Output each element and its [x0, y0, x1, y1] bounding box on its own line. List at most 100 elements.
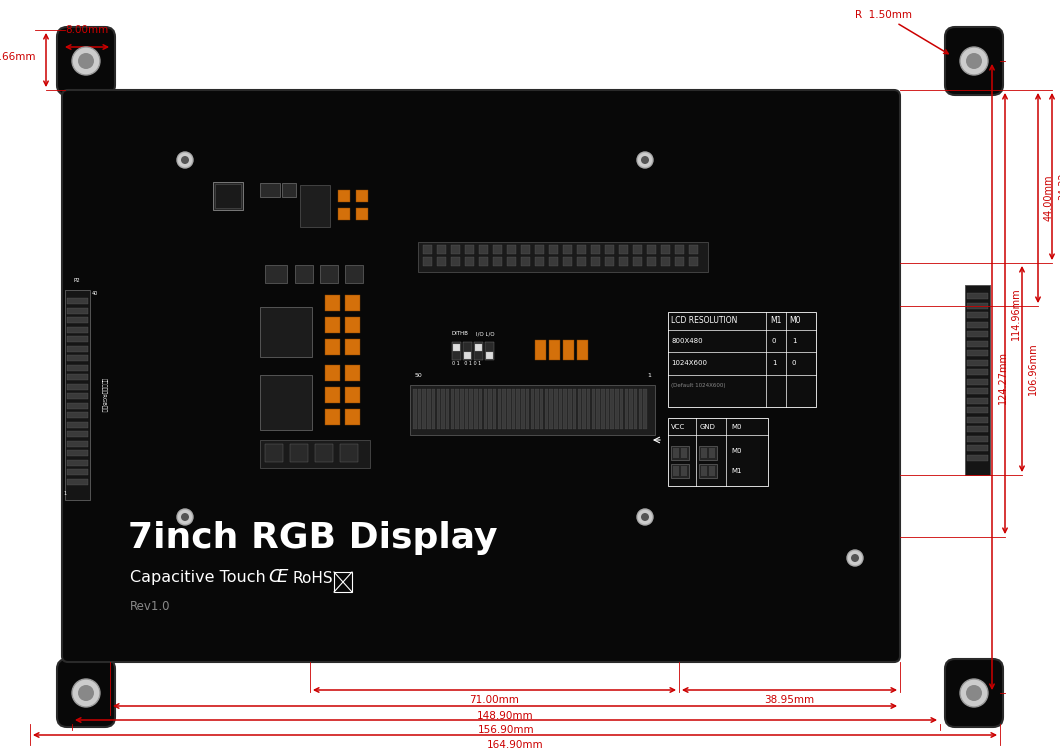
- Bar: [338, 208, 350, 220]
- Bar: [967, 398, 988, 404]
- Bar: [475, 344, 482, 351]
- Bar: [260, 375, 312, 430]
- Bar: [516, 389, 519, 429]
- Bar: [410, 385, 655, 435]
- Bar: [545, 389, 548, 429]
- Bar: [450, 245, 460, 254]
- Text: 0: 0: [772, 338, 777, 344]
- Bar: [615, 389, 619, 429]
- Bar: [265, 444, 283, 462]
- Bar: [967, 455, 988, 461]
- Circle shape: [966, 685, 982, 701]
- FancyBboxPatch shape: [57, 27, 114, 95]
- Text: M0: M0: [731, 448, 742, 454]
- Text: M0: M0: [731, 424, 742, 430]
- Text: LCD RESOLUTION: LCD RESOLUTION: [671, 316, 738, 325]
- Text: 0: 0: [957, 463, 960, 468]
- Bar: [65, 290, 90, 500]
- Text: 156.90mm: 156.90mm: [478, 725, 534, 735]
- Bar: [295, 265, 313, 283]
- Bar: [681, 448, 687, 458]
- FancyBboxPatch shape: [61, 90, 900, 662]
- Bar: [668, 418, 768, 486]
- Bar: [563, 340, 575, 360]
- Text: Capacitive Touch: Capacitive Touch: [130, 570, 266, 585]
- Text: 0: 0: [792, 360, 796, 366]
- Text: M1: M1: [731, 468, 742, 474]
- Bar: [493, 257, 502, 266]
- Bar: [597, 389, 600, 429]
- Bar: [673, 448, 679, 458]
- Bar: [67, 355, 88, 361]
- Text: 106.96mm: 106.96mm: [1028, 343, 1038, 395]
- Bar: [673, 466, 679, 476]
- Bar: [441, 389, 445, 429]
- Text: DITHB: DITHB: [452, 331, 469, 336]
- Text: 1: 1: [63, 491, 66, 496]
- Text: 7inch RGB Display: 7inch RGB Display: [128, 521, 497, 555]
- Text: C: C: [268, 568, 281, 586]
- Bar: [325, 387, 340, 403]
- Text: 1024X600: 1024X600: [671, 360, 707, 366]
- Bar: [535, 389, 538, 429]
- Text: M0: M0: [789, 316, 800, 325]
- Bar: [344, 339, 360, 355]
- Bar: [485, 342, 494, 360]
- Circle shape: [851, 554, 859, 562]
- Bar: [699, 446, 717, 460]
- Text: 40: 40: [92, 291, 99, 296]
- Bar: [619, 245, 628, 254]
- Bar: [493, 389, 496, 429]
- Bar: [423, 257, 432, 266]
- Bar: [67, 403, 88, 408]
- Bar: [344, 317, 360, 333]
- Bar: [967, 388, 988, 394]
- Bar: [647, 257, 656, 266]
- Circle shape: [966, 53, 982, 69]
- Text: P3: P3: [974, 273, 980, 278]
- Bar: [633, 245, 642, 254]
- Circle shape: [181, 156, 189, 164]
- Bar: [483, 389, 487, 429]
- Bar: [681, 466, 687, 476]
- Bar: [535, 245, 544, 254]
- Bar: [265, 265, 287, 283]
- FancyBboxPatch shape: [946, 27, 1003, 95]
- Text: 1: 1: [792, 338, 796, 344]
- Bar: [630, 389, 633, 429]
- Bar: [427, 389, 430, 429]
- Text: R  1.50mm: R 1.50mm: [855, 10, 948, 53]
- Bar: [577, 245, 586, 254]
- Text: 液晶屏并行RGB接口: 液晶屏并行RGB接口: [101, 378, 107, 412]
- Bar: [67, 478, 88, 484]
- Circle shape: [641, 156, 649, 164]
- Bar: [344, 295, 360, 311]
- Bar: [474, 389, 478, 429]
- Bar: [591, 257, 600, 266]
- Text: E: E: [277, 568, 288, 586]
- Circle shape: [72, 47, 100, 75]
- Bar: [67, 469, 88, 475]
- Bar: [67, 450, 88, 456]
- Bar: [577, 340, 588, 360]
- Text: VCC: VCC: [671, 424, 685, 430]
- Bar: [485, 352, 493, 359]
- Circle shape: [78, 685, 94, 701]
- Bar: [507, 245, 516, 254]
- Bar: [479, 245, 488, 254]
- Bar: [334, 572, 352, 592]
- Bar: [450, 257, 460, 266]
- Bar: [465, 257, 474, 266]
- Bar: [709, 466, 716, 476]
- Bar: [967, 293, 988, 299]
- Text: 124.27mm: 124.27mm: [999, 350, 1008, 404]
- Bar: [450, 389, 454, 429]
- Text: 0 1   0 1 0 1: 0 1 0 1 0 1: [452, 361, 481, 366]
- Bar: [967, 312, 988, 318]
- Bar: [418, 242, 708, 272]
- Text: M1: M1: [770, 316, 781, 325]
- Bar: [967, 331, 988, 337]
- Bar: [67, 383, 88, 389]
- Bar: [507, 389, 511, 429]
- Bar: [967, 407, 988, 413]
